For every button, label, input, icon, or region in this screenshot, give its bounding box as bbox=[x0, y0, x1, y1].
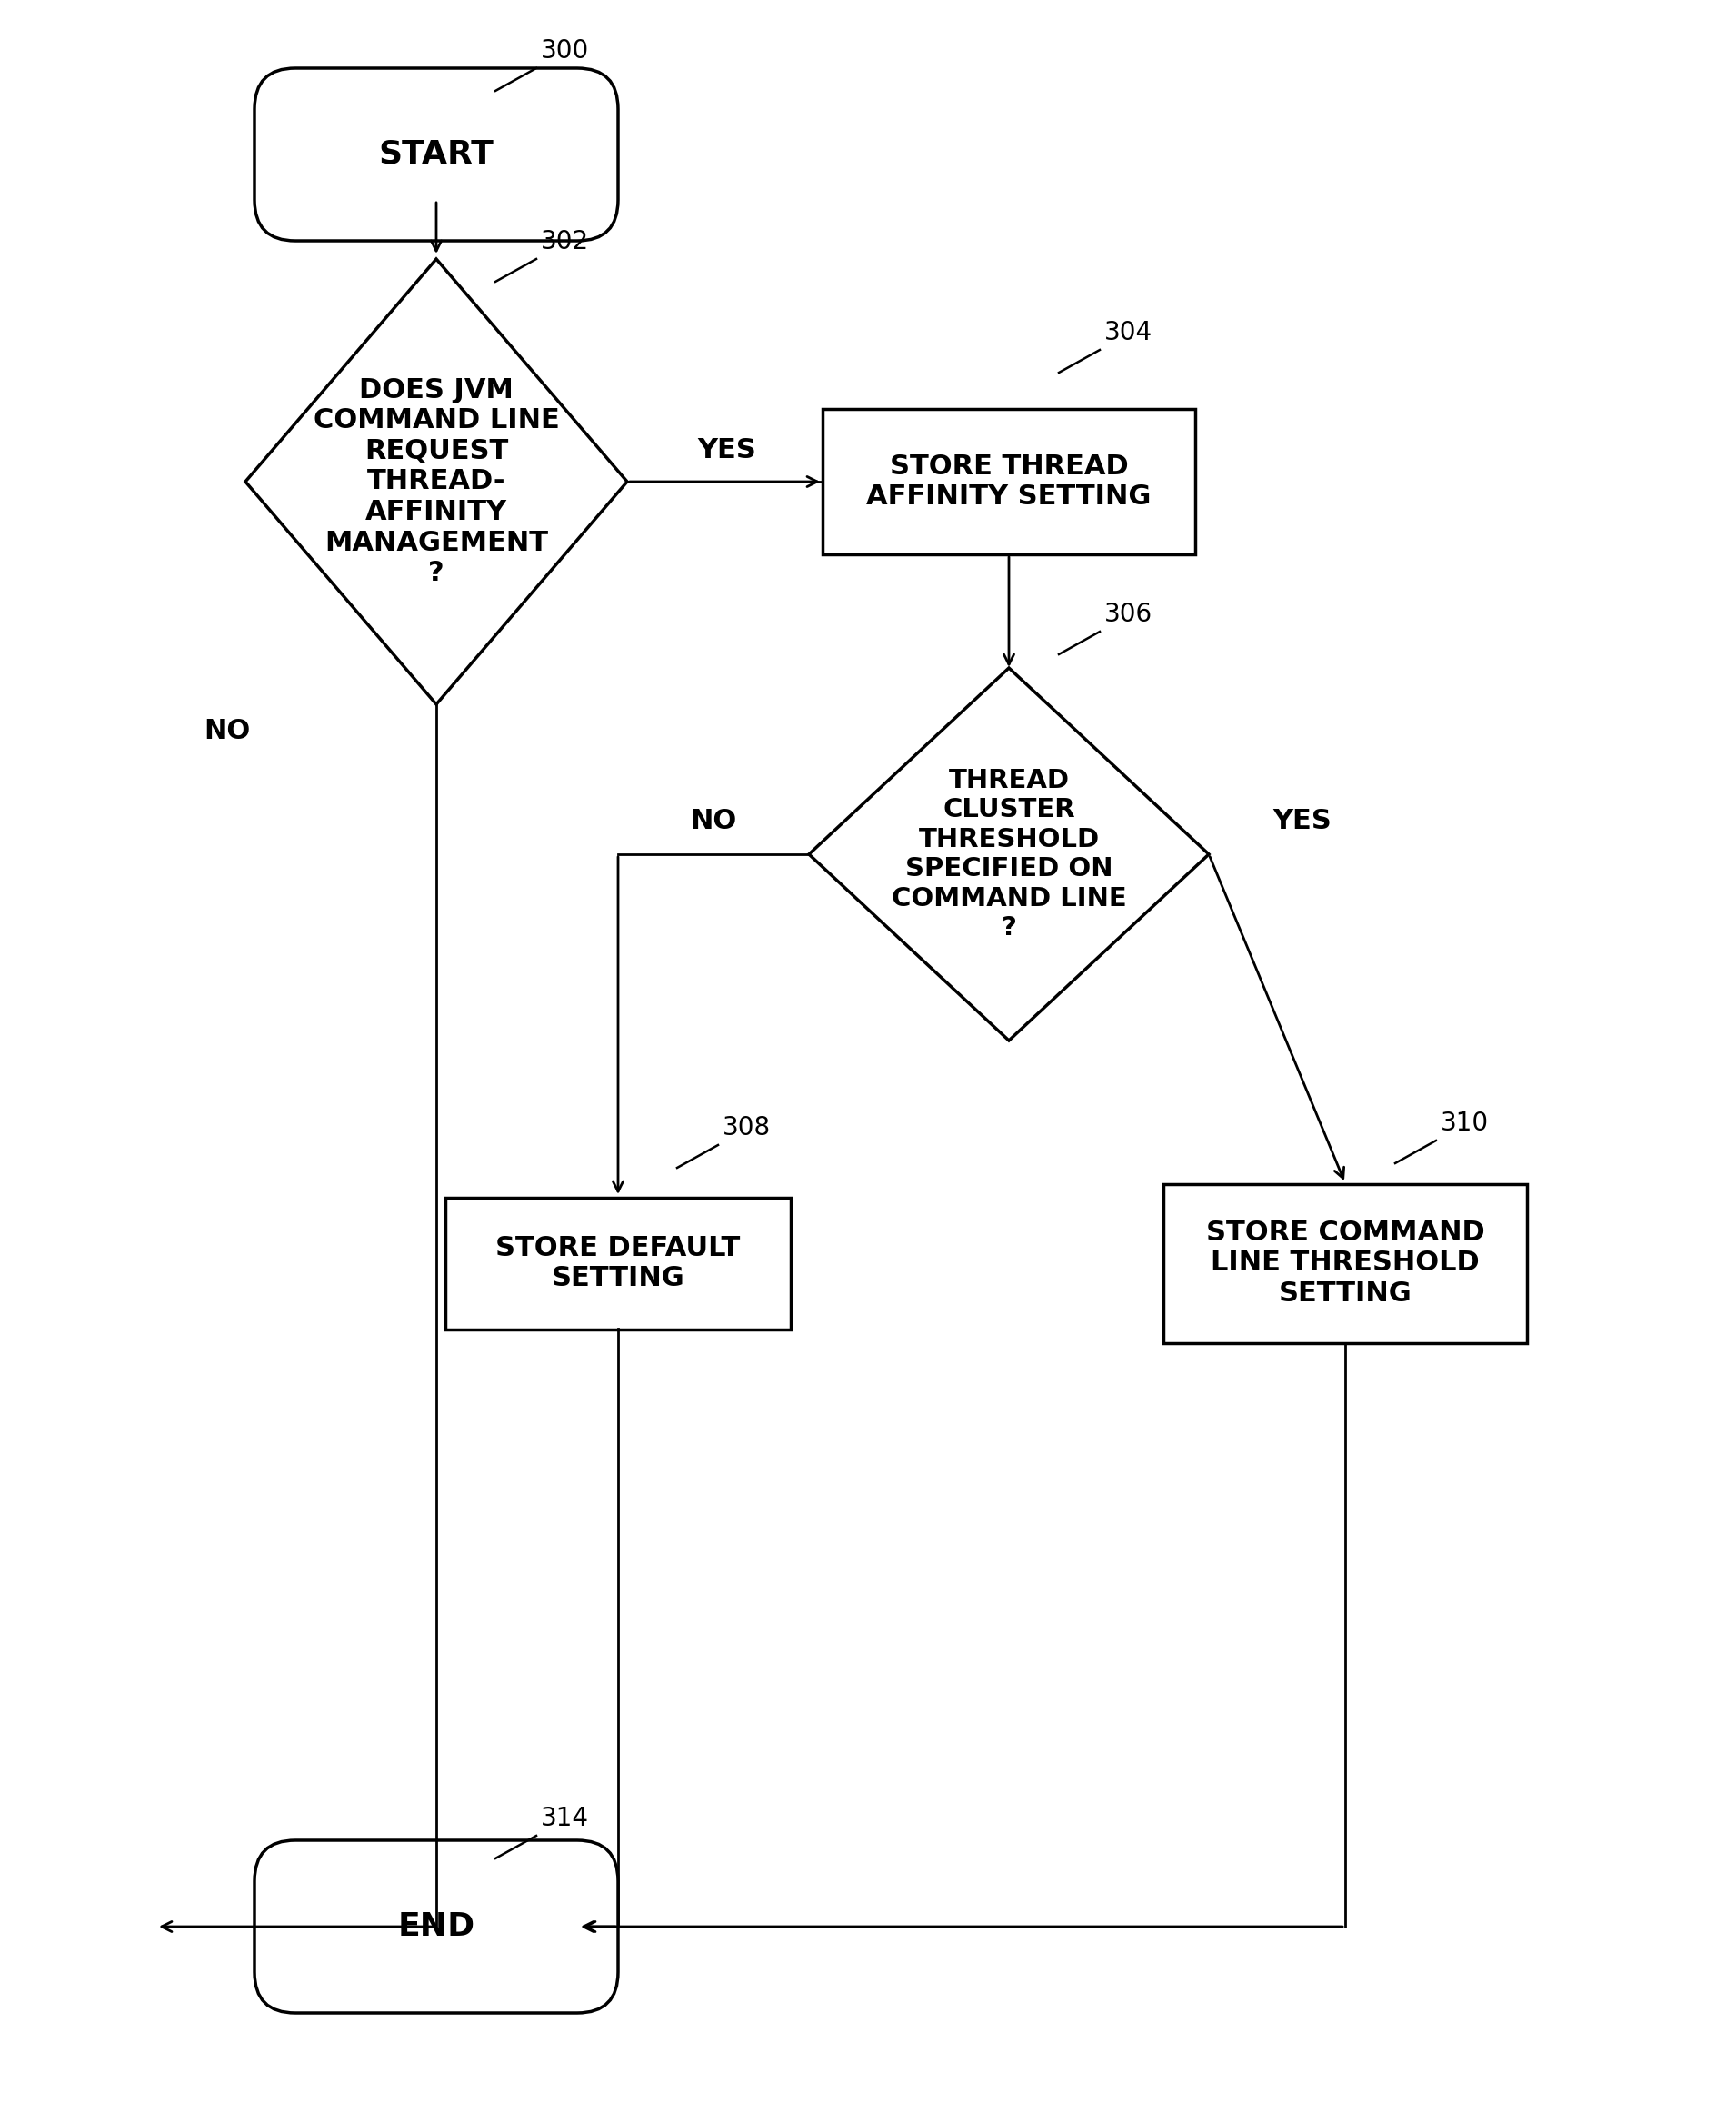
Text: NO: NO bbox=[691, 809, 736, 834]
Polygon shape bbox=[245, 260, 627, 703]
Text: NO: NO bbox=[203, 718, 250, 743]
Text: YES: YES bbox=[698, 437, 757, 463]
Text: END: END bbox=[398, 1911, 476, 1943]
Bar bbox=[446, 1198, 790, 1328]
Text: STORE DEFAULT
SETTING: STORE DEFAULT SETTING bbox=[496, 1236, 741, 1293]
Text: STORE COMMAND
LINE THRESHOLD
SETTING: STORE COMMAND LINE THRESHOLD SETTING bbox=[1207, 1219, 1484, 1307]
Bar bbox=[823, 410, 1194, 553]
Text: DOES JVM
COMMAND LINE
REQUEST
THREAD-
AFFINITY
MANAGEMENT
?: DOES JVM COMMAND LINE REQUEST THREAD- AF… bbox=[312, 376, 559, 587]
FancyBboxPatch shape bbox=[255, 1840, 618, 2013]
Text: 306: 306 bbox=[1104, 602, 1153, 627]
Text: 304: 304 bbox=[1104, 319, 1153, 346]
Text: 310: 310 bbox=[1441, 1111, 1489, 1136]
Text: YES: YES bbox=[1272, 809, 1332, 834]
Polygon shape bbox=[809, 667, 1208, 1041]
Text: START: START bbox=[378, 139, 495, 169]
Bar bbox=[1163, 1183, 1528, 1343]
Text: 308: 308 bbox=[722, 1115, 771, 1140]
FancyBboxPatch shape bbox=[255, 68, 618, 241]
Text: 314: 314 bbox=[542, 1806, 589, 1831]
Text: THREAD
CLUSTER
THRESHOLD
SPECIFIED ON
COMMAND LINE
?: THREAD CLUSTER THRESHOLD SPECIFIED ON CO… bbox=[891, 769, 1127, 940]
Text: 302: 302 bbox=[542, 228, 589, 253]
Text: STORE THREAD
AFFINITY SETTING: STORE THREAD AFFINITY SETTING bbox=[866, 454, 1151, 511]
Text: 300: 300 bbox=[542, 38, 589, 63]
